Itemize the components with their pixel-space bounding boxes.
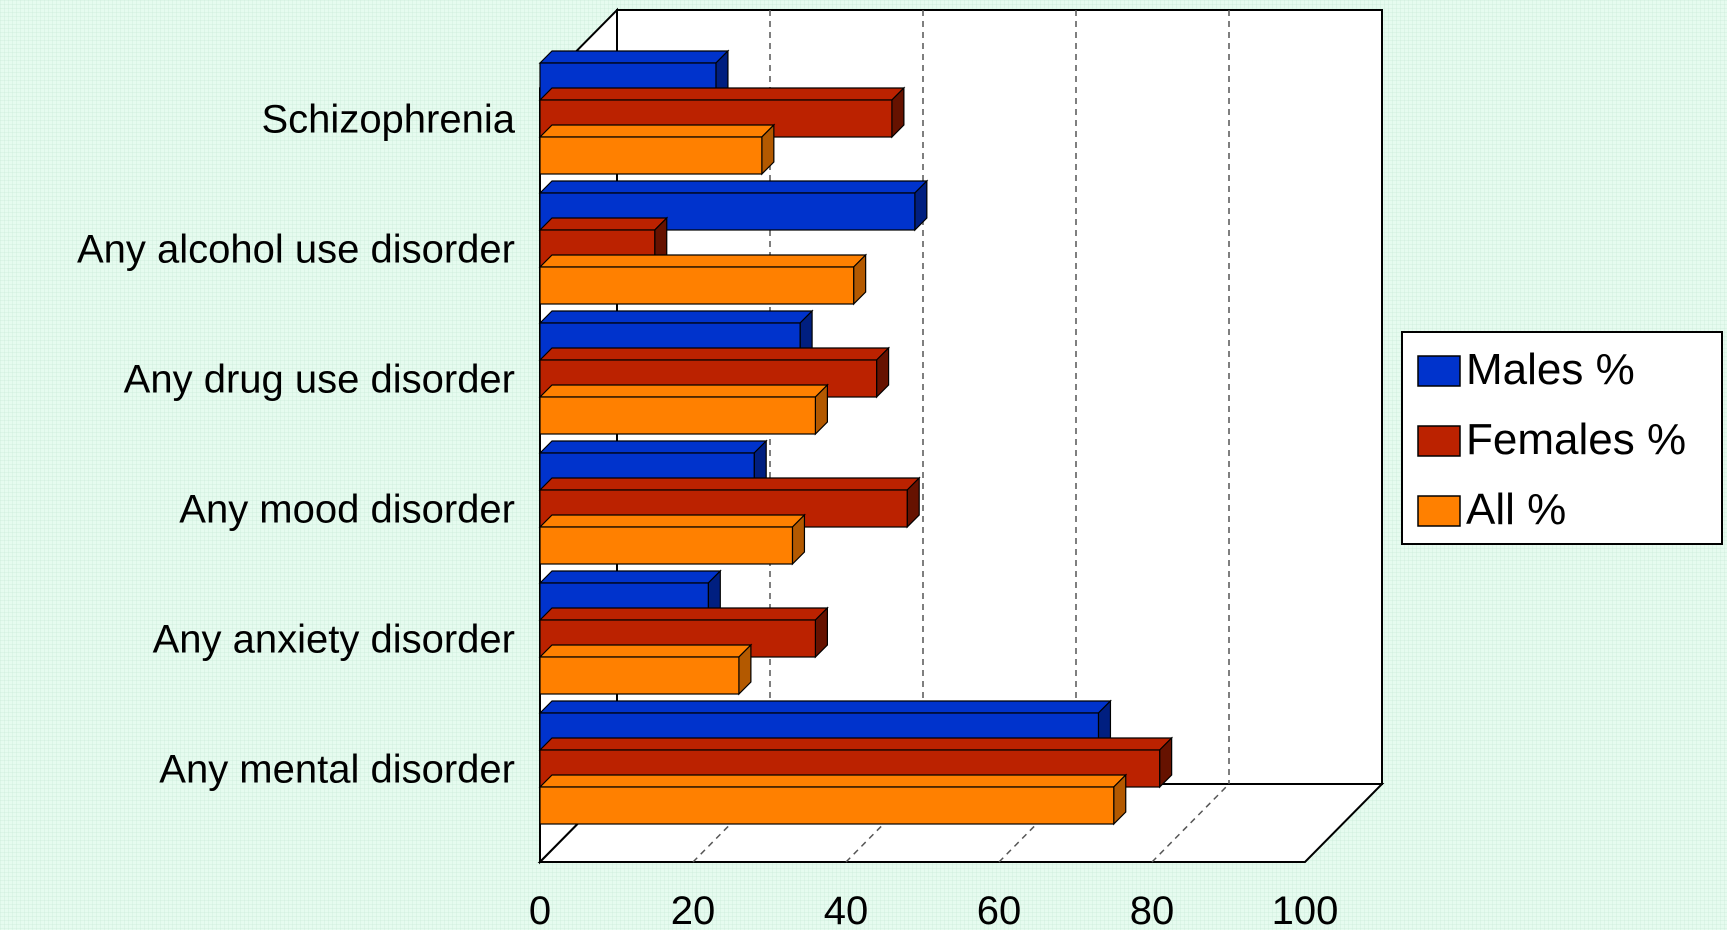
bar-top [538,180,929,194]
bar-top [538,644,753,658]
category-label: Any alcohol use disorder [77,228,515,272]
bar [539,136,763,175]
bar-top [538,514,806,528]
legend-swatch [1417,425,1461,457]
bar [539,786,1115,825]
bar [539,266,855,305]
bar-top [538,700,1112,714]
category-label: Any anxiety disorder [153,618,515,662]
x-tick-label: 20 [671,889,716,930]
bar [539,656,740,695]
bar-top [538,217,669,231]
bars [538,49,1174,826]
legend-label: Males % [1466,345,1635,394]
bar-top [538,87,906,101]
legend-label: All % [1466,485,1566,534]
x-tick-label: 60 [977,889,1022,930]
category-label: Any mood disorder [179,488,515,532]
x-axis-ticks: 0 20 40 60 80 100 [529,889,1339,930]
bar-top [538,310,814,324]
gridline-floor [1151,783,1230,863]
legend-swatch [1417,495,1461,527]
category-label: Any drug use disorder [124,358,515,402]
x-tick-label: 100 [1272,889,1339,930]
bar-top [538,607,829,621]
bar-top [538,254,868,268]
bar-top [538,737,1174,751]
bar-top [538,124,776,138]
category-label: Any mental disorder [159,748,515,792]
x-tick-label: 0 [529,889,551,930]
bar-top [538,440,768,454]
legend-swatch [1417,355,1461,387]
bar-top [538,347,891,361]
x-tick-label: 40 [824,889,869,930]
category-label: Schizophrenia [262,98,516,142]
bar-top [538,774,1128,788]
bar-top [538,477,921,491]
category-labels: Schizophrenia Any alcohol use disorder Any… [77,98,516,792]
bar [539,526,794,565]
bar [539,396,816,435]
bar-top [538,50,730,64]
bar-top [538,570,722,584]
x-tick-label: 80 [1130,889,1175,930]
legend: Males % Females % All % [1401,331,1723,545]
legend-label: Females % [1466,415,1686,464]
bar-top [538,384,829,398]
